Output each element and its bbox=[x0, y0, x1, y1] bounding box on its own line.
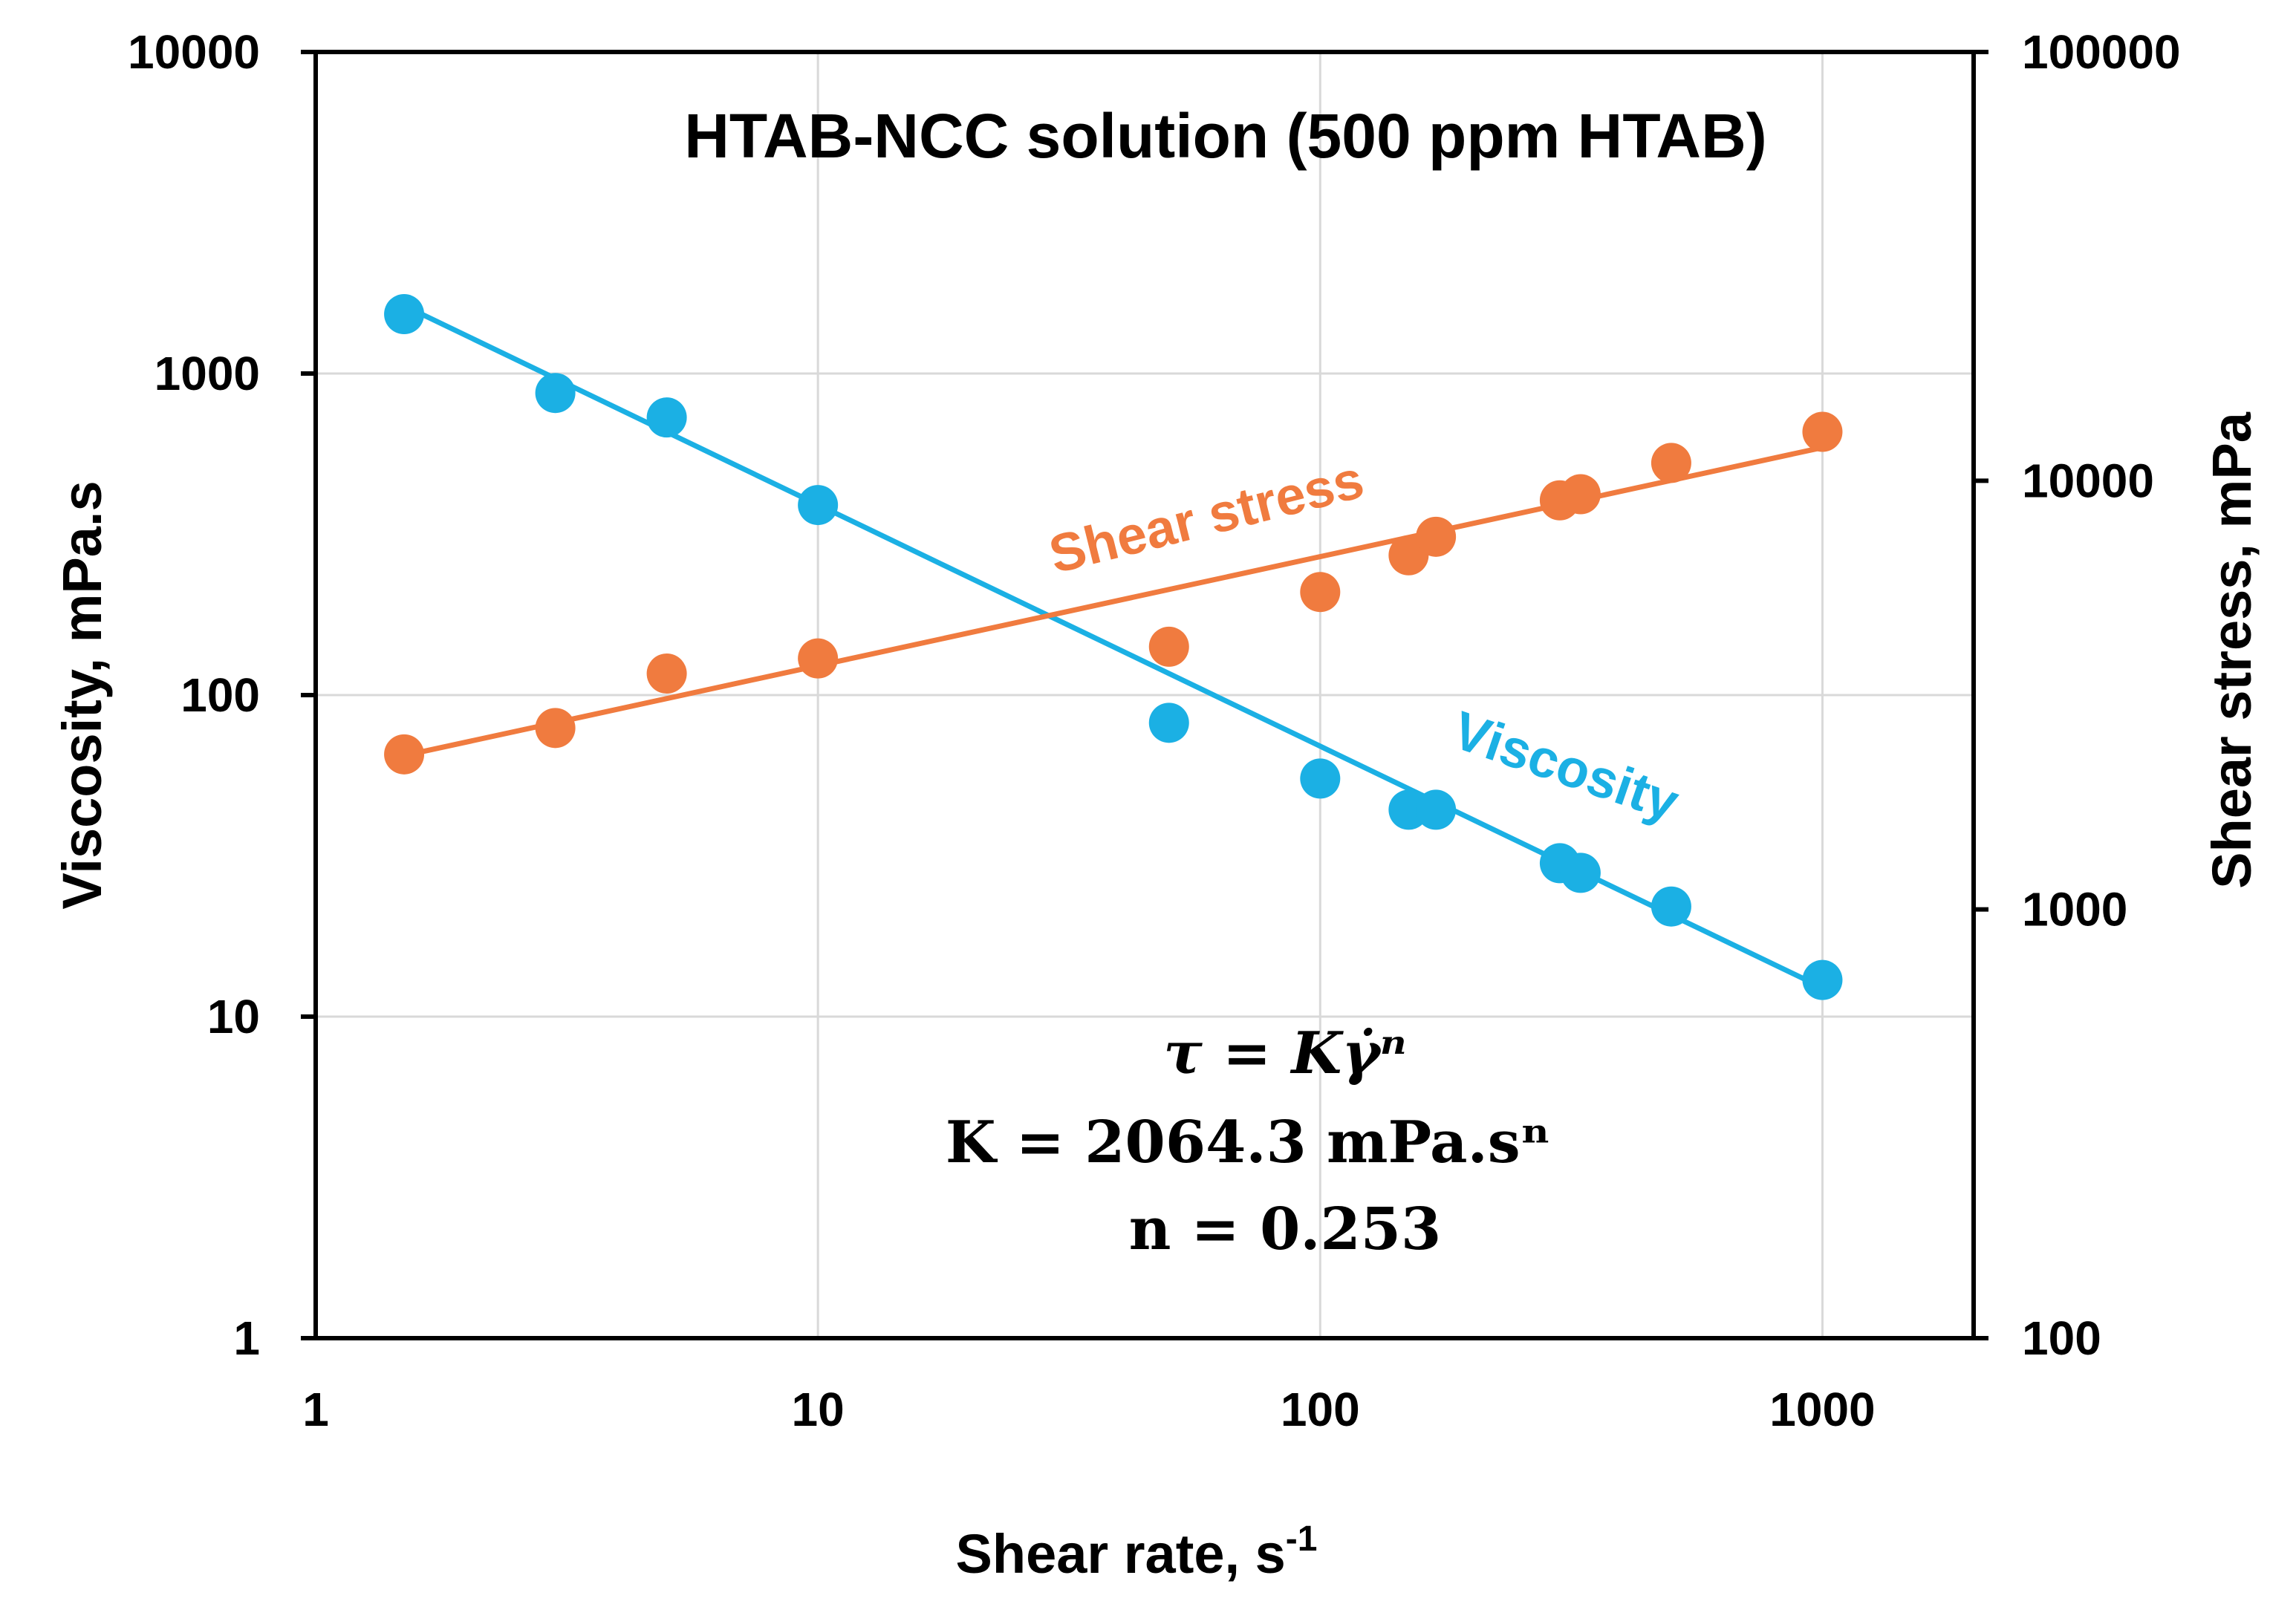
grid-lines bbox=[316, 52, 1974, 1338]
x-tick-label: 100 bbox=[1281, 1383, 1360, 1436]
data-points bbox=[384, 294, 1843, 1000]
point-viscosity bbox=[384, 294, 425, 335]
k-value-annotation: K = 2064.3 mPa.sⁿ bbox=[946, 1109, 1550, 1176]
point-shear-stress bbox=[1802, 411, 1843, 452]
y-tick-label: 1000 bbox=[155, 347, 260, 400]
equation-annotation: τ = Kγ̇ⁿ bbox=[1163, 1020, 1406, 1087]
series-label-viscosity: Viscosity bbox=[1445, 700, 1686, 832]
y2-tick-label: 1000 bbox=[2022, 883, 2127, 936]
fit-line-viscosity bbox=[401, 303, 1825, 991]
y-tick-label: 1 bbox=[233, 1311, 260, 1365]
point-shear-stress bbox=[1300, 572, 1341, 613]
point-shear-stress bbox=[1651, 443, 1691, 483]
chart-title: HTAB-NCC solution (500 ppm HTAB) bbox=[684, 101, 1766, 171]
y2-tick-label: 100 bbox=[2022, 1311, 2101, 1365]
point-shear-stress bbox=[1560, 474, 1601, 515]
point-shear-stress bbox=[798, 638, 839, 679]
point-viscosity bbox=[535, 373, 576, 414]
point-viscosity bbox=[646, 397, 687, 438]
y-axis-ticks: 1 10 100 1000 10000 bbox=[128, 25, 316, 1365]
point-viscosity bbox=[1416, 789, 1457, 830]
point-shear-stress bbox=[1148, 626, 1189, 667]
y2-tick-label: 10000 bbox=[2022, 454, 2154, 507]
fit-lines bbox=[401, 303, 1825, 991]
n-value-annotation: n = 0.253 bbox=[1129, 1196, 1442, 1263]
x-tick-label: 1 bbox=[302, 1383, 329, 1436]
x-axis-label-superscript: -1 bbox=[1286, 1519, 1318, 1559]
x-tick-label: 1000 bbox=[1769, 1383, 1875, 1436]
x-axis-label-text: Shear rate, s bbox=[956, 1523, 1286, 1585]
fit-line-shear-stress bbox=[401, 445, 1825, 758]
x-tick-label: 10 bbox=[792, 1383, 845, 1436]
y-tick-label: 10 bbox=[207, 990, 260, 1043]
point-shear-stress bbox=[646, 653, 687, 694]
x-axis-label: Shear rate, s-1 bbox=[956, 1519, 1318, 1585]
point-viscosity bbox=[1651, 886, 1691, 927]
y2-tick-label: 100000 bbox=[2022, 25, 2181, 79]
point-viscosity bbox=[1300, 758, 1341, 799]
y2-axis-ticks: 100 1000 10000 100000 bbox=[1974, 25, 2181, 1365]
point-viscosity bbox=[1560, 853, 1601, 893]
point-shear-stress bbox=[1416, 516, 1457, 557]
point-viscosity bbox=[1802, 959, 1843, 1000]
y-tick-label: 10000 bbox=[128, 25, 260, 79]
y-axis-label: Viscosity, mPa.s bbox=[51, 480, 113, 909]
point-viscosity bbox=[1148, 703, 1189, 743]
y2-axis-label: Shear stress, mPa bbox=[2201, 411, 2263, 889]
point-viscosity bbox=[798, 485, 839, 526]
y-tick-label: 100 bbox=[181, 668, 260, 722]
point-shear-stress bbox=[384, 734, 425, 775]
x-axis-ticks: 1 10 100 1000 bbox=[302, 1383, 1875, 1436]
point-shear-stress bbox=[535, 708, 576, 749]
